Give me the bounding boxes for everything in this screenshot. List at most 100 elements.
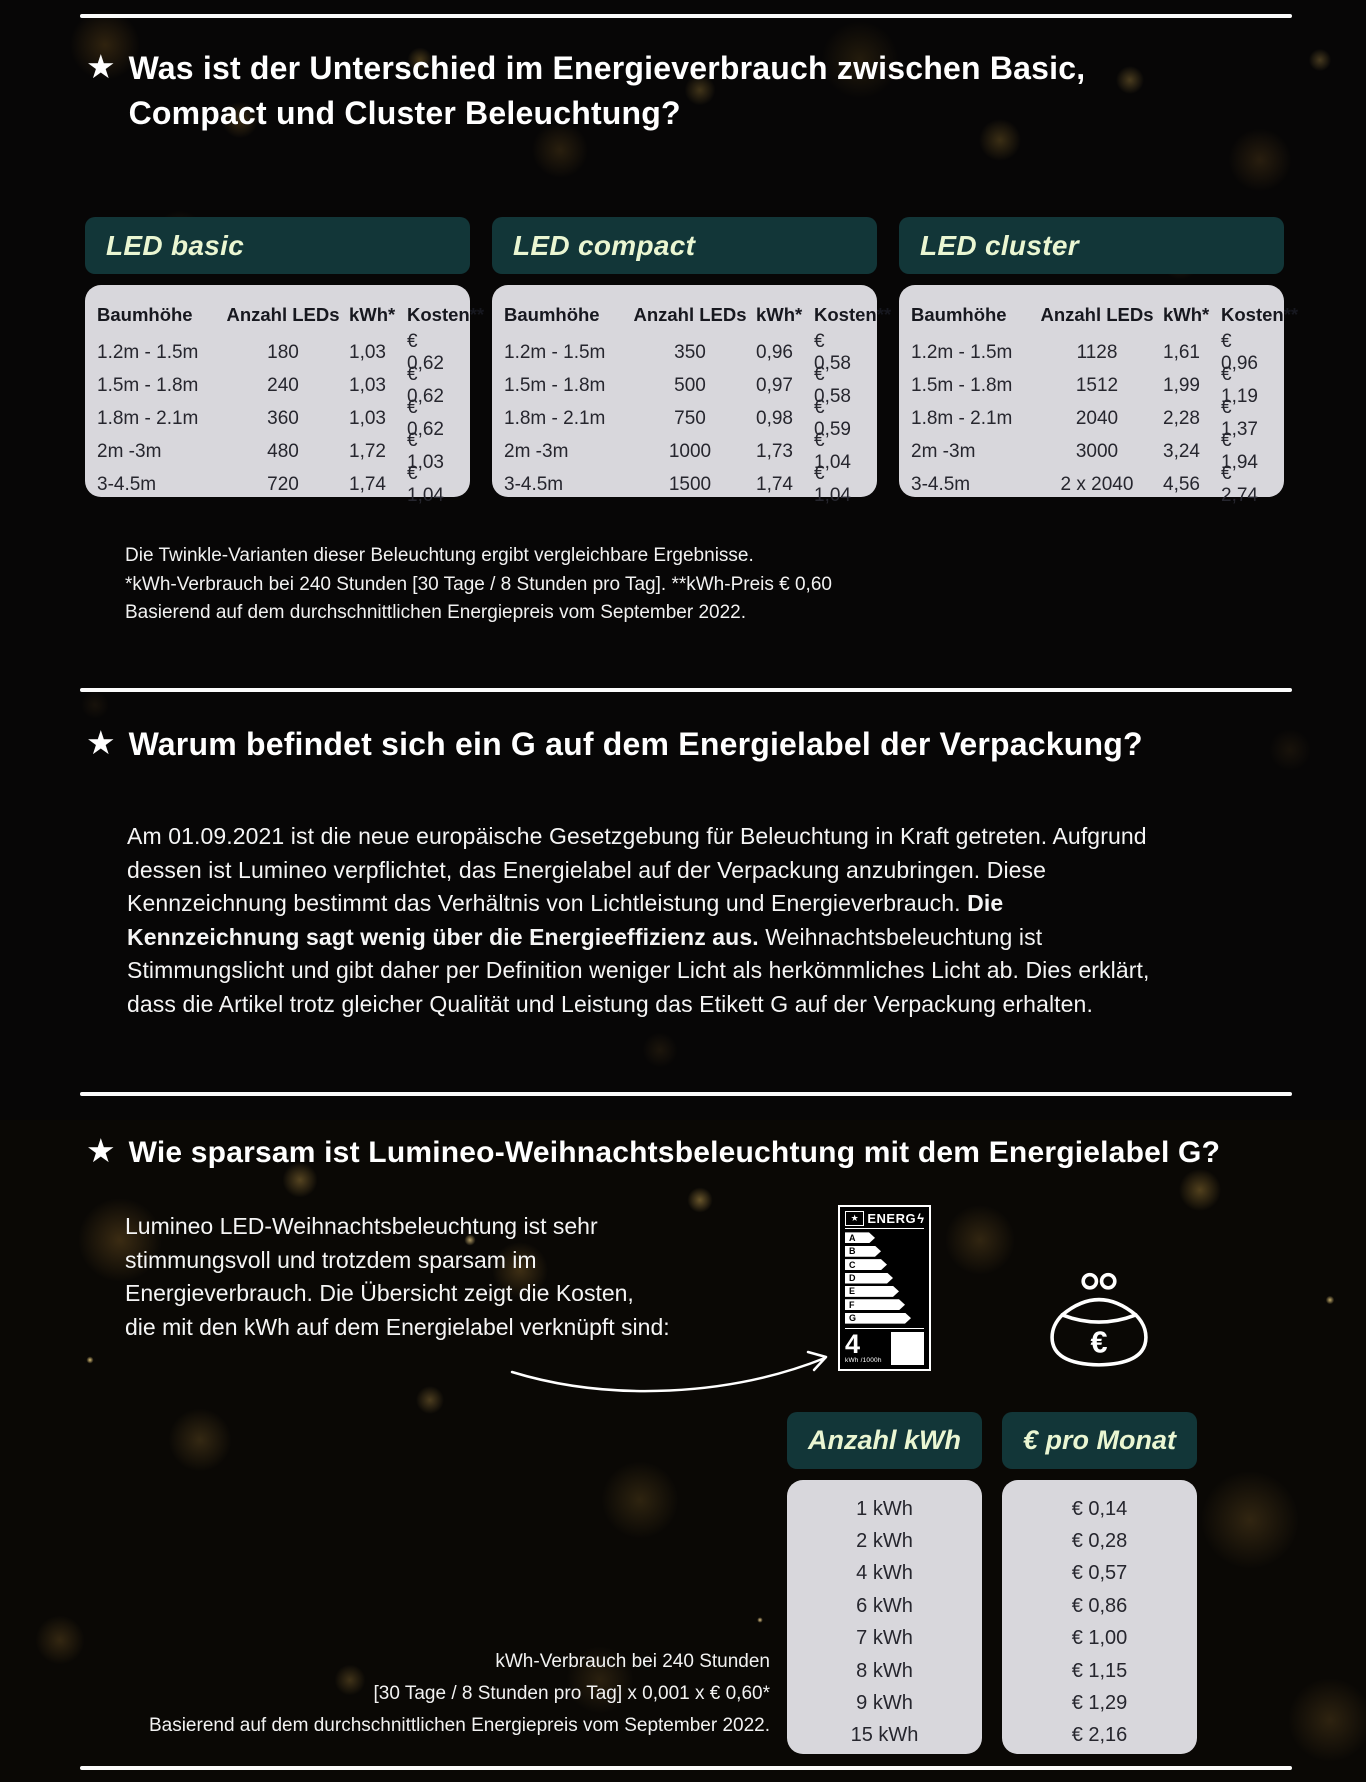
table-row: 1.5m - 1.8m 500 0,97 € 0,58 <box>504 364 865 407</box>
table-row: 3-4.5m 2 x 2040 4,56 € 2,74 <box>911 463 1272 506</box>
cell: 1.8m - 2.1m <box>911 408 1013 429</box>
cell: 1.2m - 1.5m <box>911 342 1013 363</box>
table-row: 2m -3m 1000 1,73 € 1,04 <box>504 430 865 473</box>
cell: 3-4.5m <box>97 474 157 495</box>
table-row: 2m -3m 480 1,72 € 1,03 <box>97 430 458 473</box>
cost-table: € 0,14 € 0,28 € 0,57 € 0,86 € 1,00 € 1,1… <box>1002 1480 1197 1754</box>
kwh-value: 4 <box>845 1329 861 1359</box>
energy-label-brand: ENERG <box>867 1211 917 1226</box>
cell: 2040 <box>1075 408 1119 429</box>
cell: 1.2m - 1.5m <box>97 342 199 363</box>
section2-heading: Warum befindet sich ein G auf dem Energi… <box>128 726 1143 762</box>
cell: 2m -3m <box>504 441 569 462</box>
cell: € 0,96 <box>1221 331 1258 374</box>
led-compact-title: LED compact <box>492 217 877 274</box>
col-header: kWh* <box>756 303 803 325</box>
cell: 3-4.5m <box>911 474 971 495</box>
cell: 1,03 <box>349 342 386 363</box>
table-row: 1.2m - 1.5m 180 1,03 € 0,62 <box>97 331 458 374</box>
cell: € 0,62 <box>407 331 444 374</box>
col-header: Baumhöhe <box>97 303 193 325</box>
col-header: Anzahl LEDs <box>1040 303 1154 325</box>
energy-class-arrow: C <box>845 1259 887 1270</box>
paragraph-bold-text: Die Kennzeichnung sagt wenig über die En… <box>127 890 1004 950</box>
cell: 0,96 <box>756 342 793 363</box>
section3-heading-row: ★ Wie sparsam ist Lumineo-Weihnachtsbele… <box>86 1130 1220 1175</box>
cost-row: € 0,57 <box>1071 1562 1128 1585</box>
kwh-row: 4 kWh <box>856 1562 913 1585</box>
cell: 2m -3m <box>911 441 976 462</box>
kwh-row: 6 kWh <box>856 1594 913 1617</box>
cell: 1,03 <box>349 408 386 429</box>
cell: € 1,37 <box>1221 397 1258 440</box>
col-header: Anzahl LEDs <box>633 303 747 325</box>
cell: 750 <box>674 408 706 429</box>
cell: 1,61 <box>1163 342 1200 363</box>
footnote-line: Die Twinkle-Varianten dieser Beleuchtung… <box>125 545 754 566</box>
kwh-row: 9 kWh <box>856 1692 913 1715</box>
intro-line: stimmungsvoll und trotzdem sparsam im <box>125 1246 537 1273</box>
cell: 0,98 <box>756 408 793 429</box>
led-basic-title: LED basic <box>85 217 470 274</box>
cost-row: € 1,15 <box>1071 1659 1128 1682</box>
curved-arrow-icon <box>510 1350 828 1393</box>
cell: € 0,62 <box>407 364 444 407</box>
cell: 1512 <box>1075 375 1119 396</box>
star-icon: ★ <box>86 724 116 761</box>
kwh-row: 7 kWh <box>856 1627 913 1650</box>
table-row: 1.8m - 2.1m 360 1,03 € 0,62 <box>97 397 458 440</box>
section3-intro: Lumineo LED-Weihnachtsbeleuchtung ist se… <box>125 1210 670 1344</box>
col-header: Anzahl LEDs <box>226 303 340 325</box>
cell: 1,72 <box>349 441 386 462</box>
col-header: kWh* <box>1163 303 1210 325</box>
led-cluster-title: LED cluster <box>899 217 1284 274</box>
divider-section2 <box>80 688 1292 692</box>
kwh-row: 15 kWh <box>850 1724 919 1747</box>
footnote-line: Basierend auf dem durchschnittlichen Ene… <box>148 1715 770 1736</box>
col-header: kWh* <box>349 303 396 325</box>
cell: 350 <box>674 342 706 363</box>
cost-row: € 1,29 <box>1071 1692 1128 1715</box>
footnote-line: Basierend auf dem durchschnittlichen Ene… <box>125 602 747 623</box>
divider-top <box>80 14 1292 18</box>
led-compact-table: LED compact Baumhöhe Anzahl LEDs kWh* Ko… <box>492 217 891 506</box>
kwh-table-header: Anzahl kWh <box>787 1412 982 1469</box>
lightning-icon: ϟ <box>917 1211 924 1226</box>
cell: 1,74 <box>756 474 793 495</box>
led-cluster-table: LED cluster Baumhöhe Anzahl LEDs kWh* Ko… <box>899 217 1298 506</box>
cell: € 1,04 <box>814 430 851 473</box>
table-row: 3-4.5m 720 1,74 € 1,04 <box>97 463 458 506</box>
table-row: 1.2m - 1.5m 1128 1,61 € 0,96 <box>911 331 1272 374</box>
cell: 240 <box>267 375 299 396</box>
led-basic-table: LED basic Baumhöhe Anzahl LEDs kWh* Kost… <box>85 217 484 506</box>
divider-section3 <box>80 1092 1292 1096</box>
cell: 1,73 <box>756 441 793 462</box>
energy-class-arrow: E <box>845 1286 899 1297</box>
footnote-line: kWh-Verbrauch bei 240 Stunden <box>495 1651 770 1672</box>
cell: 0,97 <box>756 375 793 396</box>
intro-line: Energieverbrauch. Die Übersicht zeigt di… <box>125 1280 634 1306</box>
footnote-line: [30 Tage / 8 Stunden pro Tag] x 0,001 x … <box>373 1683 771 1704</box>
cell: 1500 <box>668 474 712 495</box>
table-header-row: Baumhöhe Anzahl LEDs kWh* Kosten** <box>911 298 1298 331</box>
euro-icon: € <box>1090 1326 1107 1360</box>
kwh-unit: kWh /1000h <box>845 1357 882 1364</box>
eu-star-icon: ★ <box>845 1211 865 1226</box>
footnote-line: *kWh-Verbrauch bei 240 Stunden [30 Tage … <box>125 573 832 595</box>
col-header: Kosten** <box>407 303 485 325</box>
cell: 3,24 <box>1163 441 1200 462</box>
intro-line: die mit den kWh auf dem Energielabel ver… <box>125 1313 670 1340</box>
divider-bottom <box>80 1766 1292 1770</box>
section2-paragraph: Am 01.09.2021 ist die neue europäische G… <box>127 820 1175 1021</box>
cost-row: € 2,16 <box>1071 1724 1128 1747</box>
kwh-table: 1 kWh 2 kWh 4 kWh 6 kWh 7 kWh 8 kWh 9 kW… <box>787 1480 982 1754</box>
col-header: Baumhöhe <box>504 303 600 325</box>
cell: 180 <box>267 342 299 363</box>
cost-row: € 1,00 <box>1071 1627 1128 1650</box>
cell: € 1,04 <box>407 463 444 506</box>
table-row: 1.5m - 1.8m 1512 1,99 € 1,19 <box>911 364 1272 407</box>
cell: 3-4.5m <box>504 474 564 495</box>
led-basic-body: Baumhöhe Anzahl LEDs kWh* Kosten** 1.2m … <box>85 285 484 506</box>
cell: 1.5m - 1.8m <box>911 375 1013 396</box>
energy-label: ★ ENERG ϟ A B C D E F G 4 kWh /1000h <box>838 1205 931 1371</box>
